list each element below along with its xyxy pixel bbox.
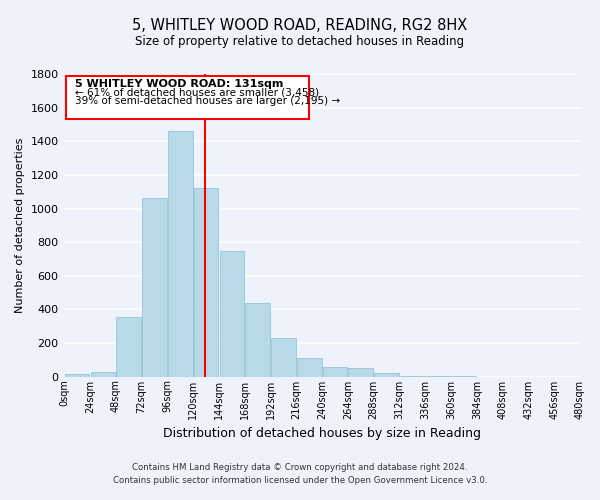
Text: Size of property relative to detached houses in Reading: Size of property relative to detached ho…: [136, 35, 464, 48]
FancyBboxPatch shape: [67, 76, 309, 118]
Bar: [116, 317, 141, 376]
Bar: [323, 368, 347, 376]
Text: 5 WHITLEY WOOD ROAD: 131sqm: 5 WHITLEY WOOD ROAD: 131sqm: [75, 78, 283, 88]
Bar: [142, 198, 167, 376]
Bar: [245, 302, 270, 376]
Bar: [220, 252, 244, 376]
Bar: [349, 368, 373, 376]
Bar: [297, 358, 322, 376]
Bar: [65, 374, 89, 376]
Text: Contains HM Land Registry data © Crown copyright and database right 2024.: Contains HM Land Registry data © Crown c…: [132, 464, 468, 472]
Bar: [194, 188, 218, 376]
Bar: [374, 374, 399, 376]
Text: 39% of semi-detached houses are larger (2,195) →: 39% of semi-detached houses are larger (…: [75, 96, 340, 106]
Bar: [271, 338, 296, 376]
X-axis label: Distribution of detached houses by size in Reading: Distribution of detached houses by size …: [163, 427, 481, 440]
Bar: [91, 372, 115, 376]
Bar: [168, 131, 193, 376]
Y-axis label: Number of detached properties: Number of detached properties: [15, 138, 25, 313]
Text: 5, WHITLEY WOOD ROAD, READING, RG2 8HX: 5, WHITLEY WOOD ROAD, READING, RG2 8HX: [133, 18, 467, 32]
Text: ← 61% of detached houses are smaller (3,458): ← 61% of detached houses are smaller (3,…: [75, 88, 319, 98]
Text: Contains public sector information licensed under the Open Government Licence v3: Contains public sector information licen…: [113, 476, 487, 485]
